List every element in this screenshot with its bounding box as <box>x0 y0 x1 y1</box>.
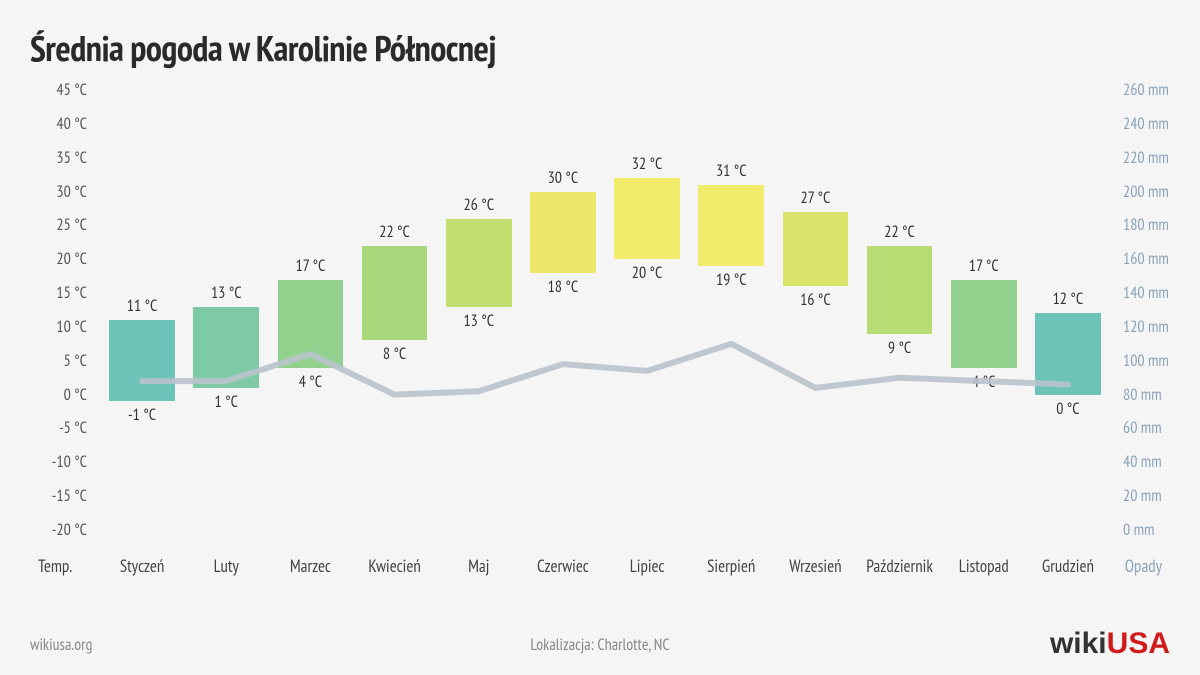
y-tick-right: 60 mm <box>1123 418 1162 438</box>
y-tick-right: 160 mm <box>1123 249 1169 269</box>
month-axis: Temp. Opady Styczeń Luty Marzec Kwiecień Maj… <box>30 555 1170 585</box>
y-tick-right: 40 mm <box>1123 452 1162 472</box>
month-label: Marzec <box>290 555 331 577</box>
precipitation-line <box>100 90 1110 530</box>
y-axis-left: -20 °C-15 °C-10 °C-5 °C0 °C5 °C10 °C15 °… <box>0 90 95 530</box>
month-label: Sierpień <box>707 555 755 577</box>
month-label: Styczeń <box>120 555 165 577</box>
y-tick-left: 25 °C <box>56 215 87 235</box>
y-tick-right: 0 mm <box>1123 520 1154 540</box>
y-tick-left: 15 °C <box>56 283 87 303</box>
temp-axis-label: Temp. <box>38 555 72 577</box>
month-label: Luty <box>214 555 239 577</box>
footer-location: Lokalizacja: Charlotte, NC <box>530 635 669 655</box>
y-tick-left: 30 °C <box>56 182 87 202</box>
chart-plot-area: 11 °C-1 °C13 °C1 °C17 °C4 °C22 °C8 °C26 … <box>100 90 1110 530</box>
logo-text-wiki: wiki <box>1050 627 1107 660</box>
footer-logo: wikiUSA <box>1050 627 1170 661</box>
y-tick-left: 40 °C <box>56 114 87 134</box>
y-tick-left: -10 °C <box>52 452 87 472</box>
logo-text-usa: USA <box>1107 627 1170 660</box>
y-tick-right: 80 mm <box>1123 385 1162 405</box>
y-tick-left: 10 °C <box>56 317 87 337</box>
y-axis-right: 0 mm20 mm40 mm60 mm80 mm100 mm120 mm140 … <box>1115 90 1200 530</box>
y-tick-left: 5 °C <box>64 351 87 371</box>
y-tick-right: 180 mm <box>1123 215 1169 235</box>
y-tick-left: 0 °C <box>64 385 87 405</box>
month-label: Kwiecień <box>368 555 420 577</box>
y-tick-left: -20 °C <box>52 520 87 540</box>
y-tick-right: 120 mm <box>1123 317 1169 337</box>
y-tick-left: 45 °C <box>56 80 87 100</box>
month-label: Lipiec <box>630 555 665 577</box>
y-tick-right: 240 mm <box>1123 114 1169 134</box>
y-tick-right: 200 mm <box>1123 182 1169 202</box>
month-label: Wrzesień <box>789 555 841 577</box>
month-label: Grudzień <box>1042 555 1094 577</box>
y-tick-left: 20 °C <box>56 249 87 269</box>
chart-title: Średnia pogoda w Karolinie Północnej <box>30 24 496 71</box>
month-label: Czerwiec <box>537 555 589 577</box>
month-label: Listopad <box>959 555 1009 577</box>
y-tick-right: 260 mm <box>1123 80 1169 100</box>
footer-source: wikiusa.org <box>30 635 92 655</box>
month-label: Maj <box>468 555 489 577</box>
y-tick-left: -15 °C <box>52 486 87 506</box>
month-label: Październik <box>866 555 933 577</box>
y-tick-left: -5 °C <box>59 418 87 438</box>
y-tick-right: 140 mm <box>1123 283 1169 303</box>
y-tick-left: 35 °C <box>56 148 87 168</box>
y-tick-right: 100 mm <box>1123 351 1169 371</box>
y-tick-right: 20 mm <box>1123 486 1162 506</box>
y-tick-right: 220 mm <box>1123 148 1169 168</box>
precip-axis-label: Opady <box>1125 555 1162 577</box>
